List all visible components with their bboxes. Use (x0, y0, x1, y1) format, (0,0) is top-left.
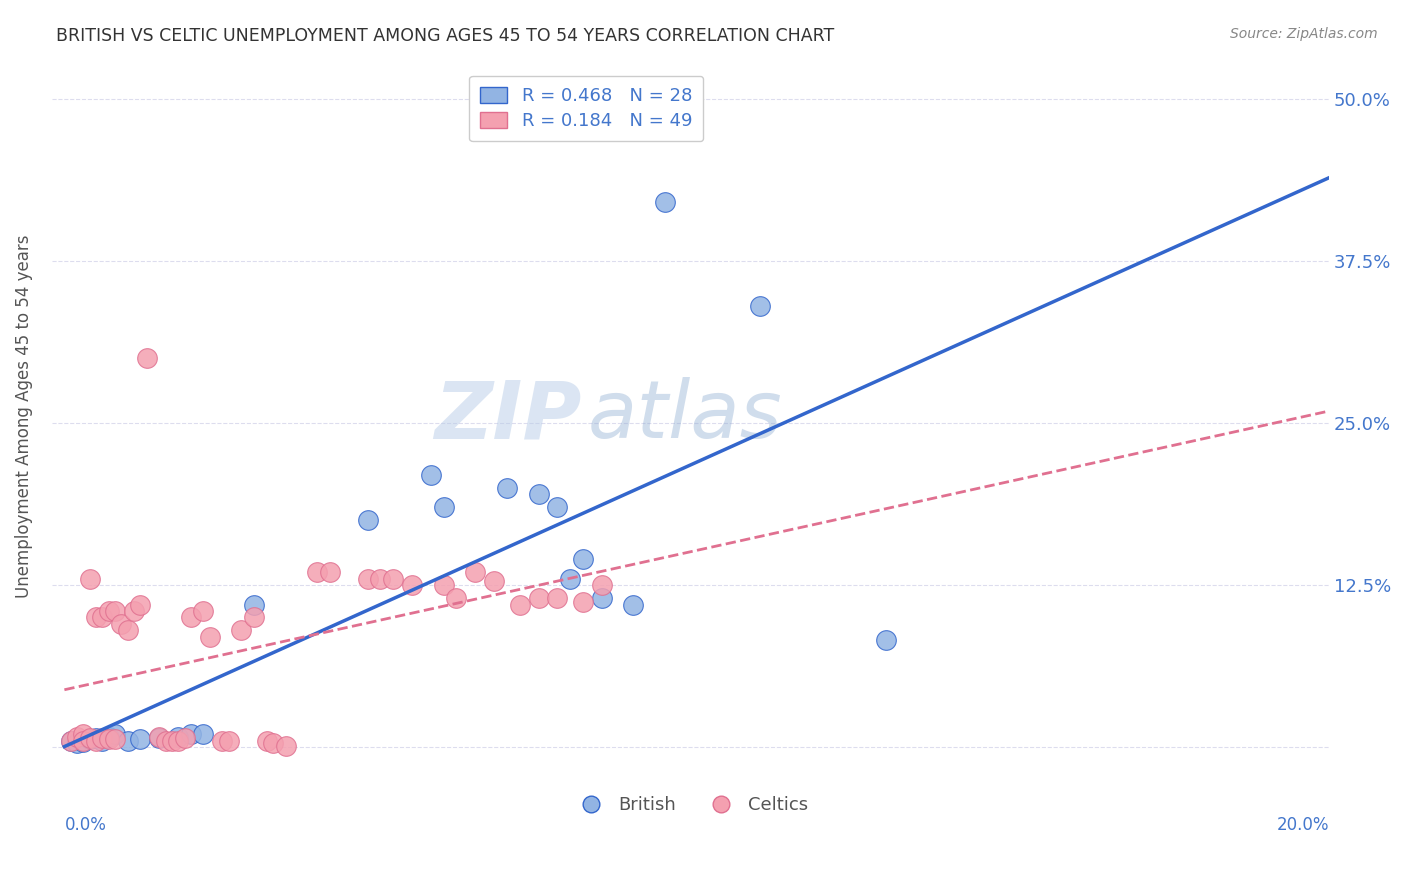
Point (160, 733, 183, 747)
Point (243, 610, 266, 624)
Point (357, 513, 380, 527)
Text: Source: ZipAtlas.com: Source: ZipAtlas.com (1230, 27, 1378, 41)
Point (148, 730, 170, 744)
Point (72, 735, 94, 749)
Point (84, 610, 107, 624)
Point (104, 727, 127, 741)
Point (193, 727, 215, 741)
Point (91, 731, 114, 746)
Point (243, 598, 266, 612)
Text: 0.0%: 0.0% (65, 816, 107, 834)
Point (104, 732, 127, 747)
Point (135, 351, 157, 365)
Point (148, 731, 170, 746)
Text: ZIP: ZIP (434, 377, 582, 456)
Point (256, 733, 278, 747)
Point (560, 572, 582, 586)
Point (59, 733, 82, 747)
Point (527, 591, 550, 605)
Point (167, 730, 190, 744)
Point (72, 727, 94, 741)
Point (72, 733, 94, 747)
Point (117, 624, 139, 638)
Point (307, 565, 329, 579)
Point (97, 730, 120, 744)
Point (110, 617, 132, 632)
Point (401, 578, 423, 592)
Point (319, 565, 342, 579)
Point (79, 731, 101, 746)
Point (79, 732, 101, 747)
Point (446, 591, 468, 605)
Point (122, 604, 145, 618)
Point (370, 572, 392, 586)
Point (748, 299, 770, 313)
Point (91, 610, 114, 624)
Point (117, 733, 139, 747)
Text: 20.0%: 20.0% (1277, 816, 1329, 834)
Point (84, 733, 107, 747)
Point (66, 730, 89, 744)
Point (420, 467, 443, 482)
Point (571, 552, 593, 566)
Legend: British, Celtics: British, Celtics (565, 789, 815, 822)
Point (180, 610, 202, 624)
Point (129, 732, 152, 747)
Point (66, 736, 89, 750)
Point (591, 591, 613, 605)
Point (167, 733, 190, 747)
Point (231, 624, 253, 638)
Point (547, 591, 569, 605)
Point (527, 487, 550, 501)
Point (180, 727, 202, 741)
Point (91, 733, 114, 747)
Point (496, 481, 519, 495)
Point (193, 604, 215, 618)
Point (509, 598, 531, 612)
Point (591, 578, 613, 592)
Point (97, 604, 120, 618)
Point (129, 598, 152, 612)
Y-axis label: Unemployment Among Ages 45 to 54 years: Unemployment Among Ages 45 to 54 years (15, 235, 32, 599)
Point (173, 731, 195, 746)
Point (654, 195, 676, 210)
Text: atlas: atlas (588, 377, 783, 456)
Point (104, 604, 127, 618)
Point (274, 739, 297, 753)
Point (875, 632, 897, 647)
Point (357, 572, 380, 586)
Point (84, 731, 107, 746)
Point (382, 572, 405, 586)
Point (155, 733, 177, 747)
Point (262, 736, 284, 750)
Point (218, 733, 240, 747)
Point (547, 500, 569, 515)
Point (211, 733, 233, 747)
Point (79, 572, 101, 586)
Point (433, 500, 456, 515)
Point (464, 565, 486, 579)
Point (59, 733, 82, 747)
Point (571, 595, 593, 609)
Text: BRITISH VS CELTIC UNEMPLOYMENT AMONG AGES 45 TO 54 YEARS CORRELATION CHART: BRITISH VS CELTIC UNEMPLOYMENT AMONG AGE… (56, 27, 835, 45)
Point (198, 630, 221, 644)
Point (621, 598, 644, 612)
Point (433, 578, 456, 592)
Point (484, 574, 506, 589)
Point (97, 732, 120, 747)
